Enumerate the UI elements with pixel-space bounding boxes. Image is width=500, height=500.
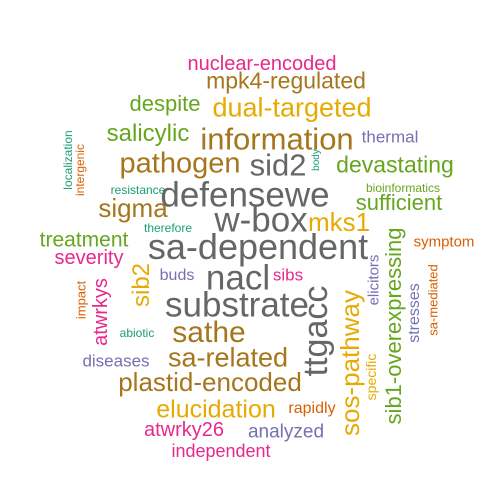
word-specific: specific xyxy=(363,353,379,401)
word-w-box: w-box xyxy=(214,200,308,240)
word-pathogen: pathogen xyxy=(119,147,241,180)
word-nuclear-encoded: nuclear-encoded xyxy=(187,53,337,75)
word-plastid-encoded: plastid-encoded xyxy=(118,367,302,397)
word-elicitors: elicitors xyxy=(365,254,383,306)
word-substrate: substrate xyxy=(165,285,309,325)
word-salicylic: salicylic xyxy=(106,120,190,147)
word-atwrkys: atwrkys xyxy=(90,278,112,346)
word-sib2: sib2 xyxy=(128,262,155,308)
word-information: information xyxy=(200,121,354,157)
word-independent: independent xyxy=(171,441,271,461)
word-rapidly: rapidly xyxy=(288,400,336,417)
word-ttgacc: ttgacc xyxy=(297,285,335,377)
word-impact: impact xyxy=(73,280,89,320)
word-devastating: devastating xyxy=(336,151,454,178)
word-sa-dependent: sa-dependent xyxy=(147,226,369,267)
word-diseases: diseases xyxy=(82,351,150,371)
word-sa-mediated: sa-mediated xyxy=(425,264,441,336)
word-mks1: mks1 xyxy=(307,207,371,237)
word-mpk4-regulated: mpk4-regulated xyxy=(206,67,366,94)
word-sos-pathway: sos-pathway xyxy=(335,290,365,436)
word-severity: severity xyxy=(54,247,124,269)
word-intergenic: intergenic xyxy=(73,143,87,197)
word-buds: buds xyxy=(159,267,195,284)
word-therefore: therefore xyxy=(143,221,193,235)
word-defensewe: defensewe xyxy=(160,175,330,215)
word-elucidation: elucidation xyxy=(156,395,276,424)
word-sibs: sibs xyxy=(272,265,304,285)
word-sigma: sigma xyxy=(98,193,168,223)
word-stresses: stresses xyxy=(406,283,423,343)
word-treatment: treatment xyxy=(39,228,129,252)
word-bioinformatics: bioinformatics xyxy=(365,181,441,195)
word-atwrky26: atwrky26 xyxy=(143,419,225,441)
word-abiotic: abiotic xyxy=(119,326,155,340)
word-despite: despite xyxy=(129,91,201,116)
word-resistance: resistance xyxy=(110,183,166,197)
word-nacl: nacl xyxy=(205,258,271,298)
word-sathe: sathe xyxy=(172,316,246,349)
word-symptom: symptom xyxy=(413,233,475,251)
word-sib1-overexpressing: sib1-overexpressing xyxy=(381,227,406,425)
word-dual-targeted: dual-targeted xyxy=(212,92,372,123)
word-thermal: thermal xyxy=(361,127,419,147)
word-sufficient: sufficient xyxy=(355,190,443,215)
word-sid2: sid2 xyxy=(249,147,307,183)
word-sa-related: sa-related xyxy=(167,342,289,373)
word-analyzed: analyzed xyxy=(247,421,325,443)
word-body: body xyxy=(311,149,322,171)
